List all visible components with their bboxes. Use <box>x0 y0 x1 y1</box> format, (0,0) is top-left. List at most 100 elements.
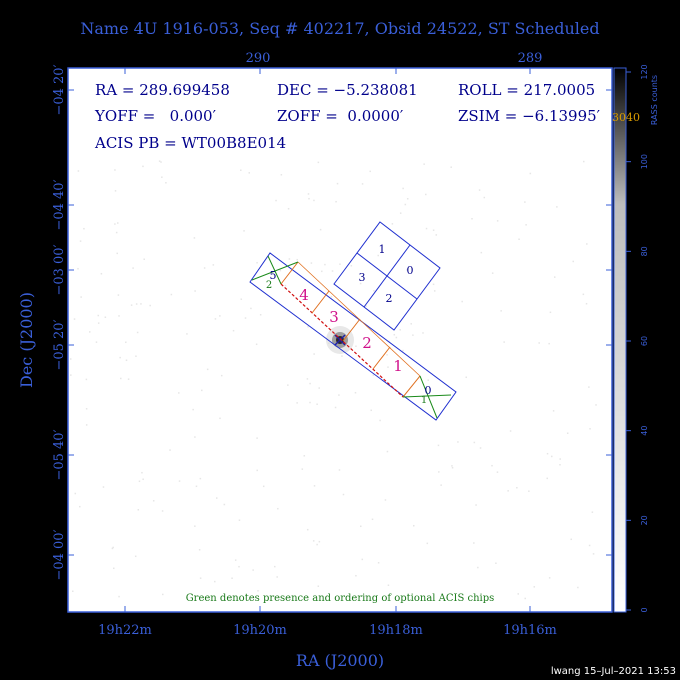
noise-speck <box>199 577 202 579</box>
colorbar-ticks: 120 100 80 60 40 20 0 <box>626 64 649 613</box>
noise-speck <box>238 519 241 521</box>
noise-speck <box>100 272 103 275</box>
noise-speck <box>335 200 337 203</box>
noise-speck <box>301 468 304 470</box>
noise-speck <box>238 565 240 568</box>
noise-speck <box>479 447 482 449</box>
noise-speck <box>296 402 298 404</box>
noise-speck <box>559 458 561 460</box>
noise-speck <box>186 333 188 335</box>
noise-speck <box>432 229 435 232</box>
noise-speck <box>373 289 375 292</box>
noise-speck <box>255 343 258 346</box>
noise-speck <box>223 503 226 506</box>
noise-speck <box>369 170 371 173</box>
noise-speck <box>477 566 479 569</box>
ra-tick-label: 19h22m <box>98 623 152 638</box>
noise-speck <box>395 336 398 339</box>
noise-speck <box>70 374 72 376</box>
noise-speck <box>402 349 404 352</box>
timestamp-stamp: lwang 15–Jul–2021 13:53 <box>551 666 676 677</box>
acis-s-chip-label: 1 <box>393 357 403 375</box>
ra-tick-label: 19h20m <box>233 623 287 638</box>
noise-speck <box>313 199 315 202</box>
noise-speck <box>317 161 320 164</box>
zoff-value: ZOFF = 0.0000′ <box>277 107 404 125</box>
noise-speck <box>193 237 196 239</box>
noise-speck <box>97 322 100 324</box>
noise-speck <box>509 430 512 432</box>
noise-speck <box>118 595 120 598</box>
colorbar-tick-label: 80 <box>640 246 649 256</box>
noise-speck <box>114 190 117 192</box>
colorbar-tick-label: 0 <box>640 607 649 612</box>
optional-chip-label: 1 <box>421 395 427 406</box>
noise-speck <box>529 172 532 175</box>
noise-speck <box>80 296 82 298</box>
noise-speck <box>85 408 88 410</box>
noise-speck <box>451 465 453 467</box>
noise-speck <box>194 436 196 438</box>
noise-speck <box>364 595 366 598</box>
noise-speck <box>324 263 326 266</box>
noise-speck <box>142 478 144 481</box>
noise-speck <box>309 401 311 404</box>
noise-speck <box>199 477 202 480</box>
noise-speck <box>312 540 315 542</box>
noise-speck <box>118 315 120 317</box>
noise-speck <box>370 409 372 412</box>
noise-speck <box>387 584 390 586</box>
noise-speck <box>361 558 364 561</box>
noise-speck <box>461 300 463 303</box>
noise-speck <box>274 565 276 568</box>
noise-speck <box>79 240 82 242</box>
noise-speck <box>533 586 536 588</box>
noise-speck <box>231 577 233 580</box>
noise-speck <box>212 264 215 266</box>
noise-speck <box>284 284 287 287</box>
noise-speck <box>496 220 499 222</box>
noise-speck <box>160 161 162 163</box>
noise-speck <box>566 432 569 434</box>
dec-tick-label: −04 20′ <box>52 64 67 115</box>
noise-speck <box>592 553 595 555</box>
noise-speck <box>552 410 555 412</box>
noise-speck <box>377 254 379 257</box>
noise-speck <box>334 406 337 409</box>
noise-speck <box>277 507 279 510</box>
noise-speck <box>240 298 243 300</box>
noise-speck <box>136 331 139 334</box>
acis-i-chip-label: 3 <box>359 271 366 284</box>
noise-speck <box>234 559 237 561</box>
noise-speck <box>280 174 283 176</box>
roll-value: ROLL = 217.0005 <box>458 81 595 99</box>
noise-speck <box>528 490 530 492</box>
noise-speck <box>178 480 181 482</box>
noise-speck <box>114 169 116 171</box>
noise-speck <box>135 303 138 305</box>
noise-speck <box>162 593 164 596</box>
acis-s-array <box>249 252 457 421</box>
noise-speck <box>79 505 81 508</box>
noise-speck <box>127 378 130 380</box>
noise-speck <box>465 376 468 379</box>
acis-pb-value: ACIS PB = WT00B8E014 <box>94 134 286 152</box>
noise-speck <box>140 303 142 305</box>
noise-speck <box>142 165 144 168</box>
noise-speck <box>355 574 357 577</box>
noise-speck <box>331 270 334 272</box>
y-axis-label: Dec (J2000) <box>17 292 36 388</box>
noise-speck <box>402 187 404 190</box>
noise-speck <box>591 511 594 513</box>
noise-speck <box>549 311 552 314</box>
noise-speck <box>203 267 206 269</box>
noise-speck <box>379 419 381 422</box>
noise-speck <box>391 223 394 225</box>
colorbar-tick-label: 40 <box>640 426 649 436</box>
noise-speck <box>248 172 251 174</box>
ra-value: RA = 289.699458 <box>95 81 230 99</box>
dec-tick-label: −04 40′ <box>52 179 67 230</box>
acis-i-chip-label: 0 <box>407 264 414 277</box>
optional-chip-main-label: 0 <box>425 384 432 397</box>
top-tick-label: 290 <box>246 51 271 66</box>
